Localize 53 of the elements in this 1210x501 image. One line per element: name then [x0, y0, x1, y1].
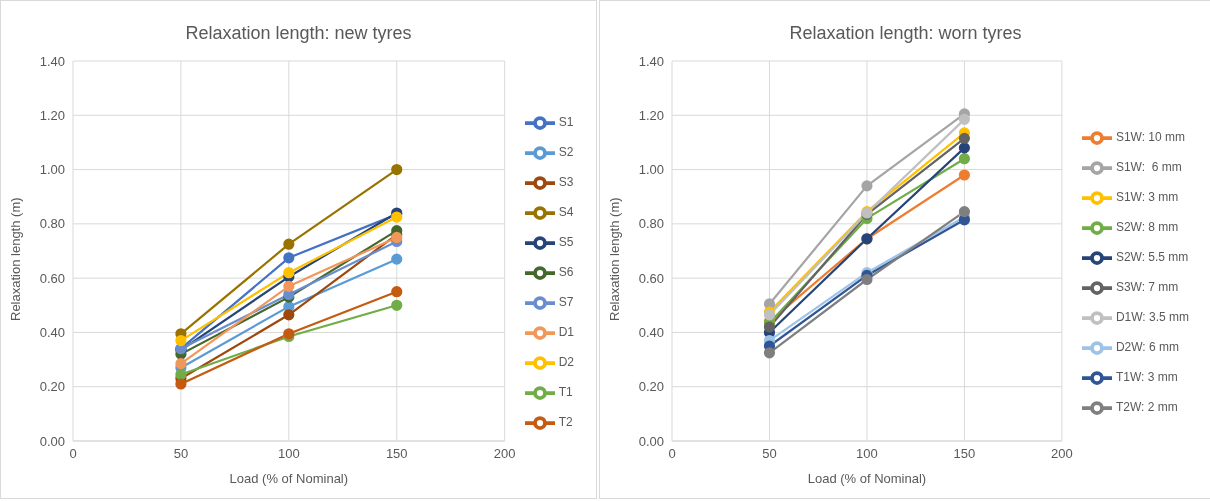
x-tick-label: 0 — [69, 446, 77, 462]
x-tick-label: 0 — [668, 446, 676, 462]
legend-label: S7 — [558, 295, 574, 310]
x-tick-label: 150 — [953, 446, 976, 462]
y-tick-label: 1.40 — [638, 53, 664, 69]
x-tick-label: 150 — [385, 446, 408, 462]
y-tick-label: 0.60 — [638, 270, 664, 286]
legend-label: T1 — [558, 385, 573, 400]
chart-title: Relaxation length: new tyres — [184, 23, 413, 45]
legend-label: S3 — [558, 175, 574, 190]
legend-label: S3W: 7 mm — [1115, 280, 1179, 295]
legend-label: S2 — [558, 145, 574, 160]
x-axis-title: Load (% of Nominal) — [807, 471, 927, 486]
y-tick-label: 0.20 — [638, 379, 664, 395]
x-tick-label: 50 — [762, 446, 777, 462]
x-tick-label: 100 — [277, 446, 300, 462]
y-tick-label: 1.20 — [638, 107, 664, 123]
legend-label: D2 — [558, 355, 574, 370]
y-axis-title: Relaxation length (m) — [7, 197, 23, 321]
x-tick-label: 200 — [1051, 446, 1073, 462]
y-tick-label: 1.40 — [39, 53, 65, 69]
legend-label: S5 — [558, 235, 574, 250]
legend-label: D1 — [558, 325, 574, 340]
legend-label: S1W: 6 mm — [1115, 160, 1182, 175]
legend-label: T1W: 3 mm — [1115, 370, 1178, 385]
x-axis-title: Load (% of Nominal) — [229, 471, 349, 486]
y-tick-label: 1.20 — [39, 107, 65, 123]
y-tick-label: 1.00 — [638, 162, 664, 178]
x-tick-label: 100 — [856, 446, 878, 462]
y-tick-label: 0.80 — [638, 216, 664, 232]
legend-label: S1W: 3 mm — [1115, 190, 1179, 205]
legend-label: S1W: 10 mm — [1115, 130, 1186, 145]
y-tick-label: 0.20 — [39, 379, 65, 395]
y-axis-title: Relaxation length (m) — [606, 197, 622, 321]
y-tick-label: 0.00 — [39, 433, 65, 449]
legend-label: T2 — [558, 415, 573, 430]
chart-title: Relaxation length: worn tyres — [788, 23, 1023, 45]
y-tick-label: 0.80 — [39, 216, 65, 232]
legend-label: D2W: 6 mm — [1115, 340, 1179, 355]
legend-label: S2W: 8 mm — [1115, 220, 1179, 235]
y-tick-label: 1.00 — [39, 162, 65, 178]
y-tick-label: 0.40 — [39, 325, 65, 341]
legend-label: S1 — [558, 115, 574, 130]
x-tick-label: 50 — [173, 446, 189, 462]
x-tick-label: 200 — [493, 446, 516, 462]
y-tick-label: 0.60 — [39, 270, 65, 286]
legend-label: S2W: 5.5 mm — [1115, 250, 1189, 265]
y-tick-label: 0.40 — [638, 325, 664, 341]
legend-label: D1W: 3.5 mm — [1115, 310, 1189, 325]
legend-label: T2W: 2 mm — [1115, 400, 1178, 415]
y-tick-label: 0.00 — [638, 433, 664, 449]
legend-label: S4 — [558, 205, 574, 220]
legend-label: S6 — [558, 265, 574, 280]
